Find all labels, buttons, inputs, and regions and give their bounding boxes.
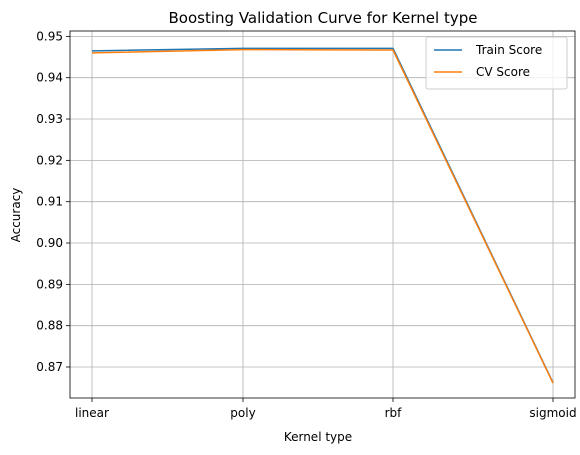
y-tick-label: 0.95: [36, 29, 63, 43]
x-tick-label: sigmoid: [529, 406, 576, 420]
series-lines: [91, 47, 554, 384]
y-axis-label: Accuracy: [9, 188, 23, 243]
x-tick-label: poly: [230, 406, 255, 420]
grid: [70, 31, 575, 398]
y-tick-label: 0.93: [36, 112, 63, 126]
legend: Train Score CV Score: [425, 36, 568, 90]
x-tick-label: rbf: [385, 406, 403, 420]
y-tick-label: 0.89: [36, 277, 63, 291]
chart-title: Boosting Validation Curve for Kernel typ…: [169, 9, 478, 27]
y-tick-label: 0.88: [36, 319, 63, 333]
y-tick-label: 0.90: [36, 236, 63, 250]
y-tick-label: 0.94: [36, 71, 63, 85]
plot-frame: [69, 30, 576, 399]
series-line: [91, 48, 554, 384]
series-line: [91, 47, 554, 384]
x-axis-label: Kernel type: [284, 430, 352, 444]
x-tick-label: linear: [75, 406, 109, 420]
axis-ticks: linear poly rbf sigmoid 0.87 0.88 0.89 0.90 0.91…: [36, 29, 576, 420]
y-tick-label: 0.92: [36, 153, 63, 167]
y-tick-label: 0.87: [36, 360, 63, 374]
legend-label: Train Score: [475, 43, 542, 57]
y-tick-label: 0.91: [36, 195, 63, 209]
legend-label: CV Score: [476, 65, 530, 79]
